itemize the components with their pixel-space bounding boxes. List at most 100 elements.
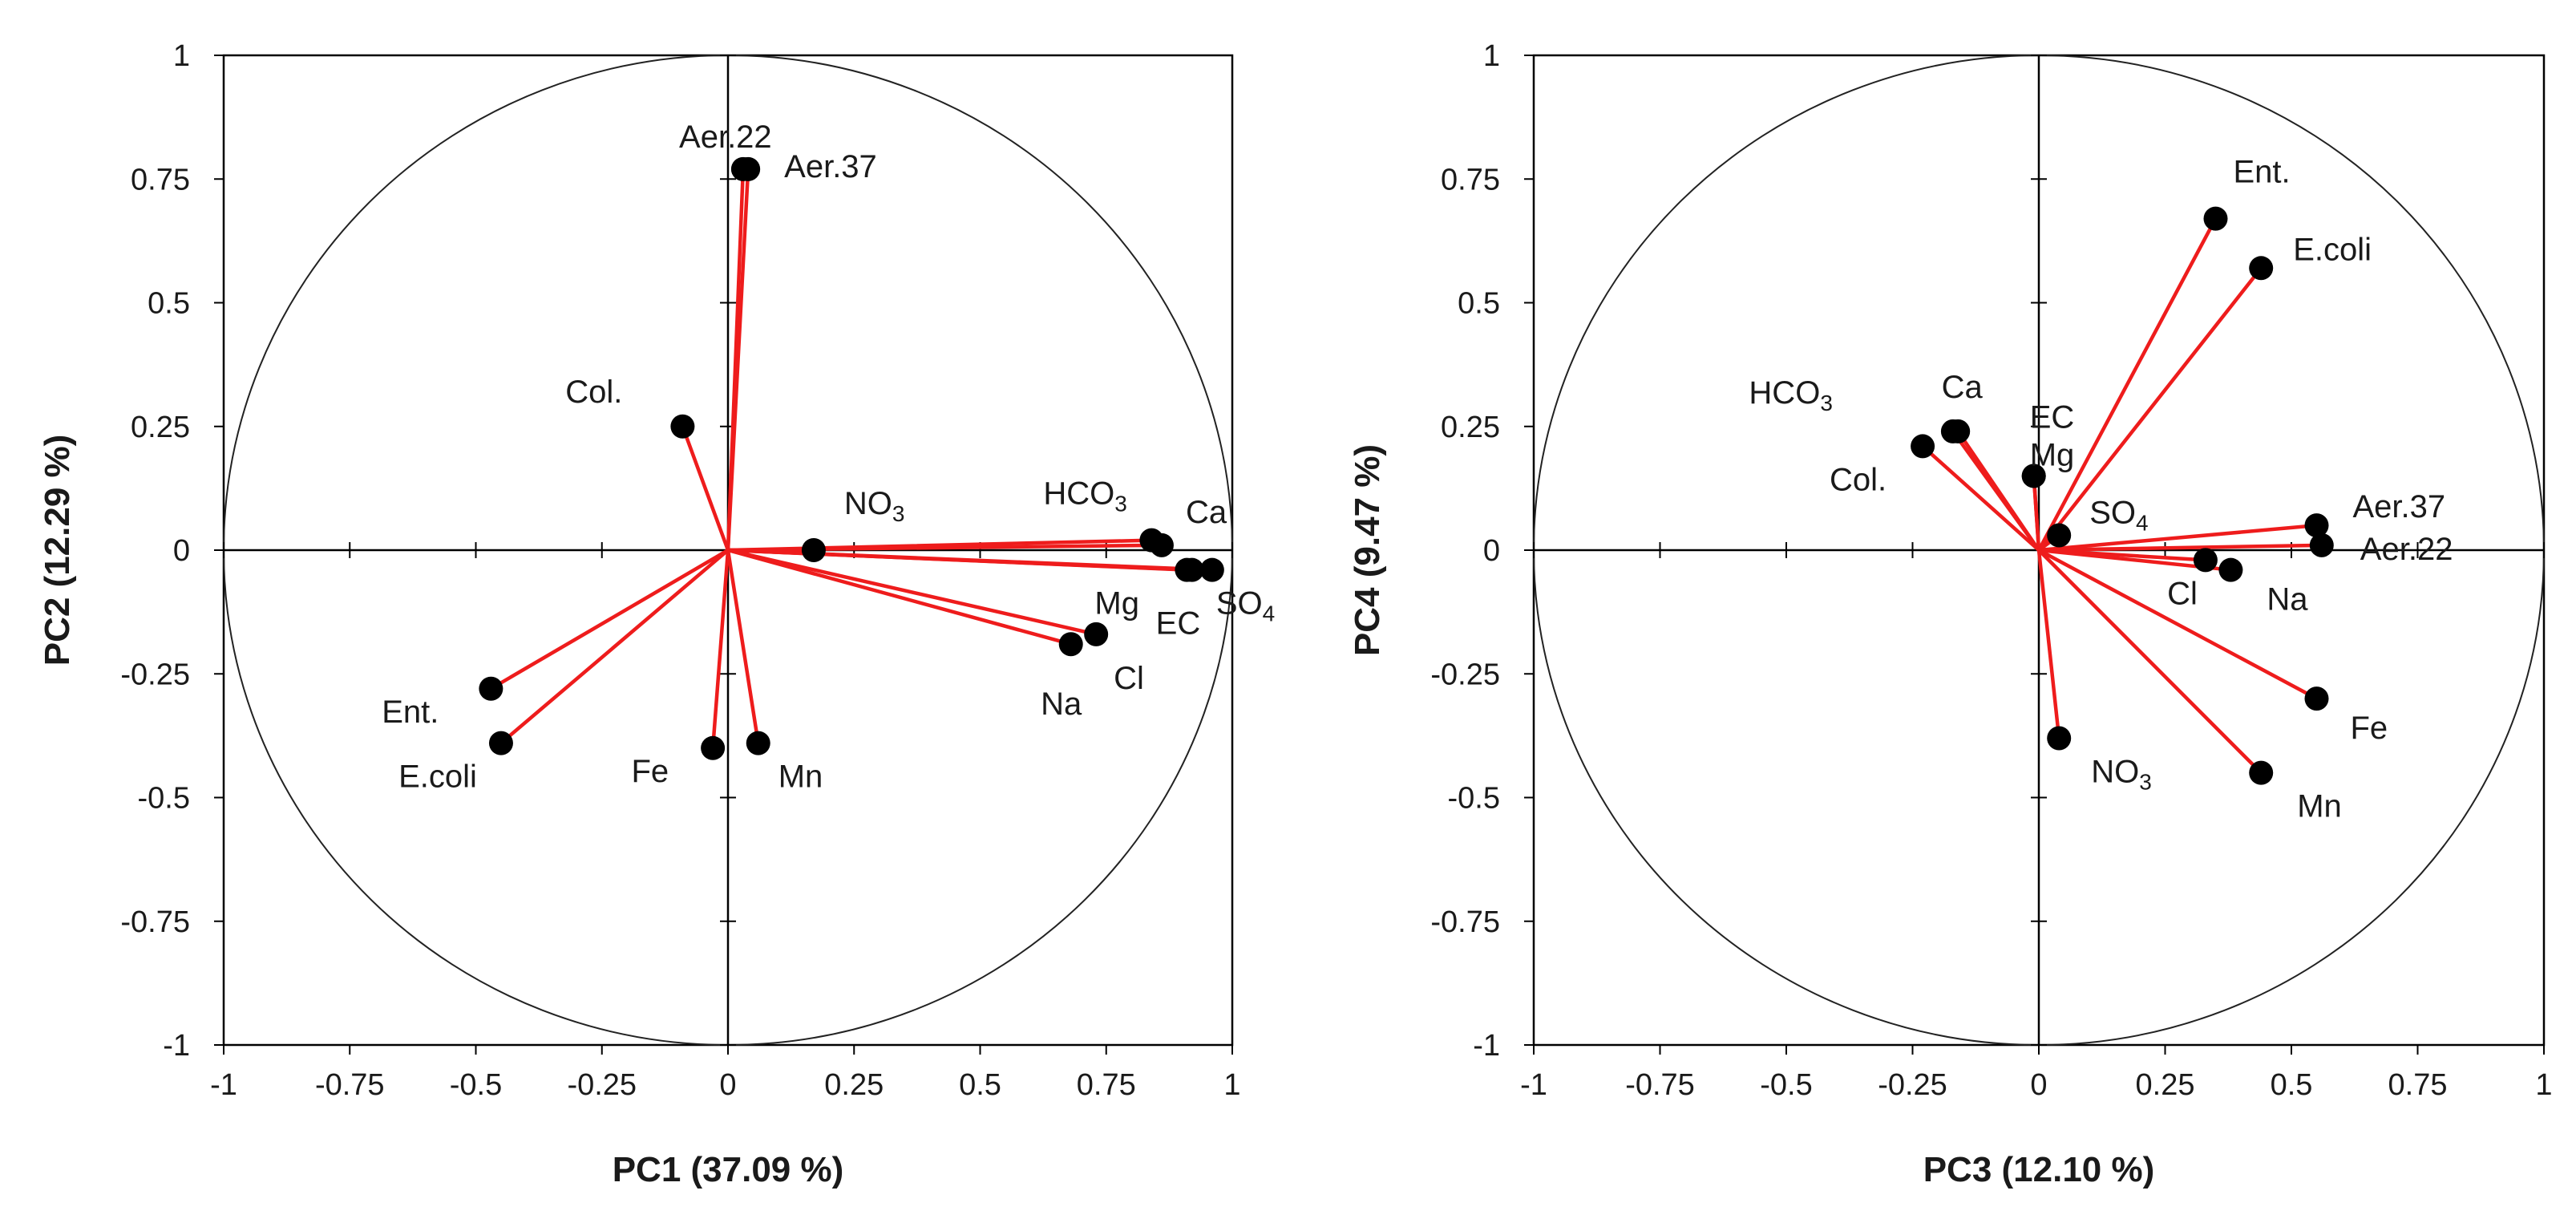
loading-point: [670, 414, 695, 439]
x-tick-label: 1: [2535, 1068, 2552, 1102]
x-tick-label: 0: [719, 1068, 736, 1102]
variable-label: Mn: [2297, 789, 2342, 824]
x-tick-label: 0.75: [2388, 1068, 2448, 1102]
y-axis-title: PC4 (9.47 %): [1348, 444, 1387, 656]
variable-label: Mg: [1094, 586, 1139, 622]
loading-point: [1058, 632, 1083, 657]
x-tick-label: -0.75: [1625, 1068, 1695, 1102]
loading-point: [2021, 464, 2046, 488]
y-tick-label: 0.5: [148, 287, 190, 321]
variable-label: NO3: [2091, 754, 2152, 794]
variable-label: Aer.37: [2353, 489, 2446, 524]
loading-point: [1179, 557, 1204, 582]
loading-point: [2249, 760, 2274, 785]
loading-point: [801, 538, 826, 562]
pca-panel-1: -1 -1 -0.75 -0.75 -0.5 -0.5 -0.25 -0.25 0 0 0.25 0.…: [38, 39, 1275, 1189]
x-tick-label: 0.75: [1077, 1068, 1136, 1102]
variable-label: Aer.37: [784, 149, 877, 184]
y-tick-label: 0.5: [1458, 287, 1500, 321]
variable-label: Ent.: [382, 695, 439, 730]
x-tick-label: -1: [1520, 1068, 1547, 1102]
loading-vector: [2036, 548, 2319, 701]
loading-vector: [726, 548, 1098, 637]
x-tick-label: 0.25: [824, 1068, 884, 1102]
x-axis-title: PC3 (12.10 %): [1923, 1150, 2155, 1189]
y-tick-label: -0.75: [120, 905, 190, 939]
x-tick-label: -0.75: [315, 1068, 385, 1102]
x-tick-label: 0.5: [959, 1068, 1001, 1102]
y-tick-label: -0.25: [1430, 658, 1500, 691]
variable-label: Aer.22: [2360, 532, 2453, 567]
loading-vector: [499, 548, 730, 745]
variable-label: HCO3: [1749, 375, 1832, 415]
variable-label: Cl: [1114, 661, 1144, 696]
x-tick-label: -0.5: [450, 1068, 502, 1102]
variable-label: Fe: [2351, 711, 2388, 746]
variable-label: Col.: [565, 375, 622, 410]
variable-label: E.coli: [398, 759, 477, 795]
variable-label: Ent.: [2234, 155, 2291, 190]
y-tick-label: -0.5: [138, 782, 190, 816]
variable-label: Cl: [2167, 576, 2198, 611]
y-tick-label: 1: [173, 39, 190, 73]
x-tick-label: 0.25: [2136, 1068, 2195, 1102]
loading-vector: [2036, 543, 2324, 553]
variable-label: Na: [2267, 582, 2308, 618]
variable-label: E.coli: [2293, 232, 2372, 267]
loading-point: [488, 731, 513, 755]
y-tick-label: 1: [1483, 39, 1500, 73]
x-tick-label: -0.5: [1760, 1068, 1812, 1102]
variable-label: HCO3: [1043, 476, 1126, 516]
loading-point: [479, 676, 503, 701]
loading-point: [2309, 533, 2334, 557]
loading-vector: [489, 548, 730, 691]
variable-label: Fe: [631, 754, 669, 789]
loading-vector: [2036, 523, 2319, 553]
loading-point: [2304, 686, 2329, 711]
loading-point: [2047, 726, 2072, 751]
y-tick-label: 0.25: [1441, 411, 1500, 444]
variable-label: Mn: [778, 759, 823, 795]
loading-vector: [2036, 548, 2061, 740]
loading-point: [2304, 513, 2329, 538]
loading-vector: [1920, 444, 2041, 553]
loading-vector: [2032, 474, 2041, 553]
loading-vector: [726, 548, 1073, 646]
y-tick-label: 0.75: [131, 163, 190, 196]
variable-label: Na: [1041, 686, 1082, 722]
variable-label: Aer.22: [679, 119, 772, 155]
variable-label: SO4: [1216, 586, 1275, 626]
loading-point: [1084, 622, 1109, 646]
x-tick-label: -1: [210, 1068, 237, 1102]
loading-vector: [2036, 548, 2263, 775]
loading-vector: [710, 548, 730, 751]
y-tick-label: -0.5: [1448, 782, 1500, 816]
loading-point: [2047, 523, 2072, 548]
loading-vector: [2036, 217, 2218, 553]
loading-point: [701, 735, 726, 760]
loading-vector: [2036, 266, 2263, 553]
variable-label: NO3: [844, 486, 905, 526]
x-tick-label: -0.25: [1878, 1068, 1947, 1102]
y-axis-title: PC2 (12.29 %): [38, 435, 77, 666]
y-tick-label: -1: [1473, 1029, 1500, 1063]
loading-vector: [726, 543, 1164, 553]
loading-vector: [681, 424, 730, 553]
loading-point: [1199, 557, 1224, 582]
loading-point: [2193, 548, 2218, 573]
variable-label: EC: [1156, 606, 1201, 642]
y-tick-label: -1: [163, 1029, 190, 1063]
x-axis-title: PC1 (37.09 %): [613, 1150, 844, 1189]
variable-label: Mg: [2030, 437, 2075, 472]
y-tick-label: -0.25: [120, 658, 190, 691]
x-tick-label: 0: [2030, 1068, 2047, 1102]
loading-vector: [726, 548, 760, 745]
loading-point: [2218, 557, 2243, 582]
loading-point: [2203, 206, 2228, 231]
y-tick-label: 0: [173, 534, 190, 568]
loading-point: [746, 731, 770, 755]
y-tick-label: 0.75: [1441, 163, 1500, 196]
loading-point: [736, 156, 761, 181]
variable-label: SO4: [2089, 495, 2148, 535]
loading-vector: [726, 167, 750, 553]
